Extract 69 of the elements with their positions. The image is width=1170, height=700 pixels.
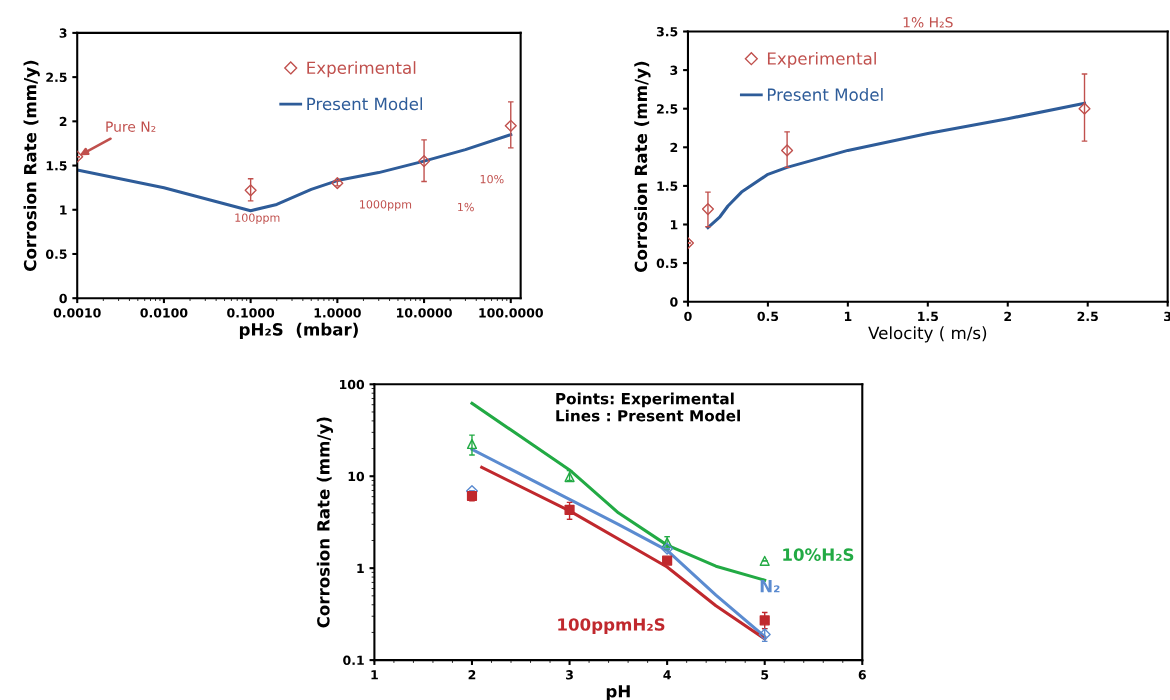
y-tick-label: 10: [348, 471, 365, 482]
x-tick-label: 0.0010: [53, 308, 101, 318]
legend-label: Experimental: [767, 51, 876, 69]
x-tick-label: 1: [844, 311, 852, 321]
y-tick-label: 2: [670, 142, 678, 153]
point: [244, 184, 257, 197]
x-tick-label: 6: [858, 670, 866, 680]
point: [1078, 102, 1091, 115]
y-tick-label: 1.5: [46, 161, 67, 171]
point: [417, 155, 431, 168]
y-tick-label: 0: [670, 297, 678, 307]
x-tick-label: 0: [684, 311, 692, 322]
legend-label: Present Model: [767, 88, 883, 101]
point: [564, 504, 575, 516]
y-tick-label: 2.5: [657, 104, 678, 114]
annotation: 100ppm: [235, 213, 280, 224]
point: [504, 119, 517, 132]
legend-label: Present Model: [307, 97, 423, 111]
x-tick-label: 0.5: [757, 311, 779, 322]
x-tick-label: 100.0000: [479, 308, 543, 318]
series-label: 10%H₂S: [783, 548, 854, 561]
x-tick-label: 4: [663, 670, 671, 680]
y-tick-label: 0.1: [343, 655, 364, 666]
point: [466, 438, 478, 450]
y-axis-title: Corrosion Rate (mm/y): [316, 417, 334, 628]
point: [759, 615, 770, 626]
y-tick-label: 0: [59, 293, 67, 304]
series-label: N₂: [760, 580, 780, 593]
x-tick-label: 2.5: [1077, 311, 1098, 322]
annotation: 1%: [458, 202, 474, 212]
x-tick-label: 1: [371, 670, 378, 680]
y-tick-label: 0.5: [656, 258, 678, 269]
x-axis-title: pH₂S (mbar): [239, 322, 358, 339]
x-tick-label: 2: [1004, 311, 1012, 321]
y-tick-label: 1.5: [657, 181, 678, 191]
x-tick-label: 1.5: [918, 311, 939, 322]
x-tick-label: 5: [761, 670, 769, 680]
y-axis-title: Corrosion Rate (mm/y): [634, 61, 651, 272]
x-tick-label: 10.0000: [397, 308, 452, 318]
x-tick-label: 0.0100: [140, 308, 188, 318]
x-axis-title: pH: [606, 685, 630, 700]
x-axis-title: Velocity ( m/s): [868, 326, 987, 343]
x-tick-label: 2: [468, 670, 476, 680]
annotation: Pure N₂: [106, 121, 156, 132]
annotation: Points: Experimental Lines : Present Model: [556, 392, 740, 422]
chart-title: 1% H₂S: [903, 17, 953, 28]
annotation: 1000ppm: [360, 200, 412, 211]
y-tick-label: 1: [60, 205, 67, 215]
x-tick-label: 1.0000: [314, 308, 361, 318]
point: [662, 555, 673, 566]
y-tick-label: 0.5: [45, 249, 67, 259]
point: [759, 555, 770, 566]
y-tick-label: 1: [357, 563, 364, 573]
text: 100ppmH₂S: [558, 618, 665, 635]
y-tick-label: 3: [59, 28, 67, 38]
y-tick-label: 2: [59, 116, 67, 127]
y-axis-title: Corrosion Rate (mm/y): [23, 60, 40, 271]
y-tick-label: 1: [670, 220, 678, 230]
x-tick-label: 0.1000: [227, 308, 275, 318]
y-tick-label: 3: [670, 65, 678, 76]
y-tick-label: 100: [340, 379, 365, 390]
point: [701, 202, 715, 216]
point: [781, 144, 794, 157]
legend-label: Experimental: [307, 61, 416, 78]
y-tick-label: 2.5: [46, 72, 67, 83]
y-tick-label: 3.5: [656, 26, 678, 37]
point: [661, 542, 674, 555]
x-tick-label: 3: [566, 670, 573, 680]
annotation: 10%: [480, 174, 504, 184]
